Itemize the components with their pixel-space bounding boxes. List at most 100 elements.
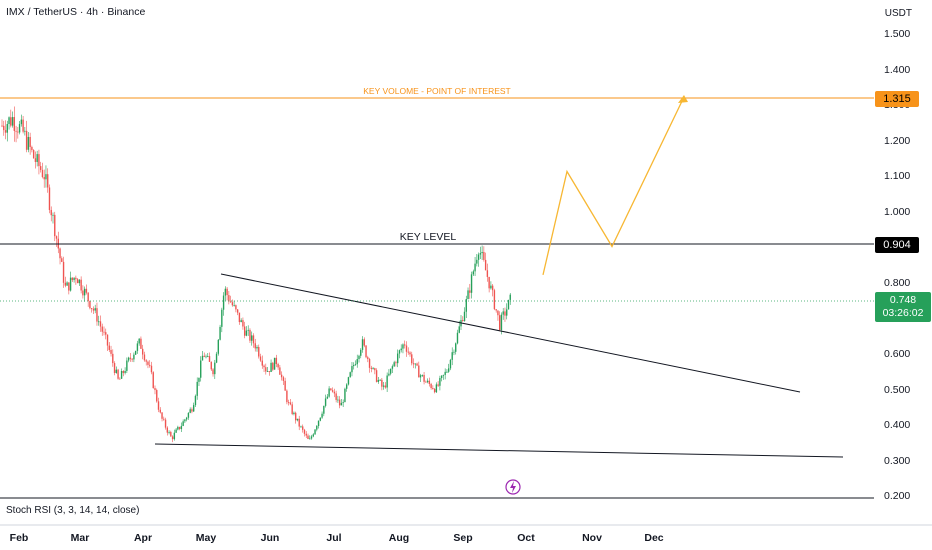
candle-body	[379, 379, 381, 381]
price-axis[interactable]: 1.5001.4001.3001.2001.1001.0000.8000.600…	[884, 28, 910, 502]
candle-body	[296, 418, 299, 421]
candle-body	[189, 409, 191, 413]
candle-body	[382, 385, 385, 387]
candle-body	[106, 334, 109, 346]
candle-body	[321, 413, 323, 418]
candle-body	[25, 130, 28, 150]
candle-body	[358, 355, 360, 360]
price-tick-label: 0.300	[884, 455, 910, 467]
projection-path[interactable]	[542, 96, 685, 276]
candle-body	[198, 377, 200, 382]
candle-body	[166, 427, 169, 433]
candle-body	[38, 154, 40, 167]
candle-body	[463, 311, 466, 322]
time-tick-label: Sep	[453, 532, 472, 544]
lower-trendline[interactable]	[154, 443, 844, 458]
candle-body	[191, 409, 193, 412]
candle-body	[502, 311, 504, 315]
candle-body	[330, 388, 332, 391]
candle-body	[75, 277, 77, 280]
candle-body	[421, 374, 424, 376]
candle-body	[425, 381, 427, 383]
candle-body	[73, 277, 75, 281]
candle-body	[147, 361, 149, 365]
price-tick-label: 0.500	[884, 384, 910, 396]
candle-body	[303, 429, 306, 434]
candle-body	[243, 326, 246, 336]
candle-body	[87, 292, 89, 302]
candle-body	[259, 356, 262, 361]
candle-body	[261, 360, 263, 366]
candle-body	[170, 431, 172, 437]
stoch-rsi-legend[interactable]: Stoch RSI (3, 3, 14, 14, close)	[6, 505, 140, 516]
candle-body	[432, 388, 434, 389]
candle-body	[18, 124, 21, 133]
candle-body	[331, 390, 334, 392]
candle-body	[36, 154, 38, 162]
candle-body	[192, 405, 195, 412]
candle-body	[509, 294, 511, 300]
candle-body	[483, 251, 485, 260]
candle-body	[351, 366, 353, 373]
candle-body	[235, 305, 237, 310]
candle-body	[251, 335, 253, 341]
price-tick-label: 1.100	[884, 170, 910, 182]
candle-body	[68, 282, 70, 291]
time-tick-label: Dec	[644, 532, 663, 544]
lightning-icon[interactable]	[505, 479, 521, 495]
candle-body	[31, 146, 33, 151]
candle-body	[433, 388, 436, 393]
candle-body	[398, 350, 401, 354]
candle-body	[154, 388, 156, 391]
candle-body	[134, 350, 137, 355]
price-tick-label: 1.200	[884, 135, 910, 147]
candle-body	[353, 365, 355, 367]
candle-body	[309, 438, 311, 440]
candle-body	[249, 329, 251, 341]
candle-body	[469, 290, 471, 293]
candle-body	[277, 364, 279, 368]
candle-body	[92, 308, 95, 311]
candle-body	[85, 288, 88, 293]
candle-body	[388, 373, 390, 376]
poi-level-label: KEY VOLOME - POINT OF INTEREST	[363, 86, 511, 96]
candle-body	[467, 290, 469, 300]
price-tick-label: 0.800	[884, 277, 910, 289]
candle-body	[455, 343, 457, 352]
candle-body	[196, 381, 198, 396]
candle-body	[414, 363, 416, 365]
candle-body	[344, 388, 346, 403]
candle-body	[284, 380, 286, 391]
candle-body	[393, 362, 395, 367]
time-tick-label: May	[196, 532, 217, 544]
upper-trendline[interactable]	[220, 273, 801, 393]
candle-body	[280, 374, 283, 378]
symbol-title[interactable]: IMX / TetherUS · 4h · Binance	[6, 6, 146, 18]
candle-body	[163, 418, 165, 420]
candle-body	[476, 259, 478, 264]
candle-body	[47, 174, 49, 188]
currency-label: USDT	[884, 8, 912, 19]
candle-body	[122, 371, 125, 373]
candle-body	[423, 374, 425, 382]
candle-body	[157, 401, 160, 410]
candle-body	[462, 320, 464, 322]
candle-body	[161, 412, 163, 419]
candle-body	[279, 367, 281, 375]
candle-body	[465, 299, 467, 312]
candle-body	[175, 429, 177, 433]
candle-body	[472, 271, 475, 275]
candle-body	[368, 359, 371, 368]
time-tick-label: Jul	[326, 532, 341, 544]
projection-arrowhead	[678, 95, 688, 103]
candle-body	[323, 405, 325, 414]
candle-body	[263, 365, 265, 368]
candle-body	[316, 426, 318, 430]
candle-body	[105, 332, 107, 335]
candle-body	[205, 356, 207, 358]
candle-body	[10, 117, 12, 126]
candle-body	[150, 365, 153, 373]
candle-body	[449, 359, 452, 369]
time-axis[interactable]: Feb Mar Apr May Jun Jul Aug Sep Oct Nov Dec	[10, 532, 664, 544]
